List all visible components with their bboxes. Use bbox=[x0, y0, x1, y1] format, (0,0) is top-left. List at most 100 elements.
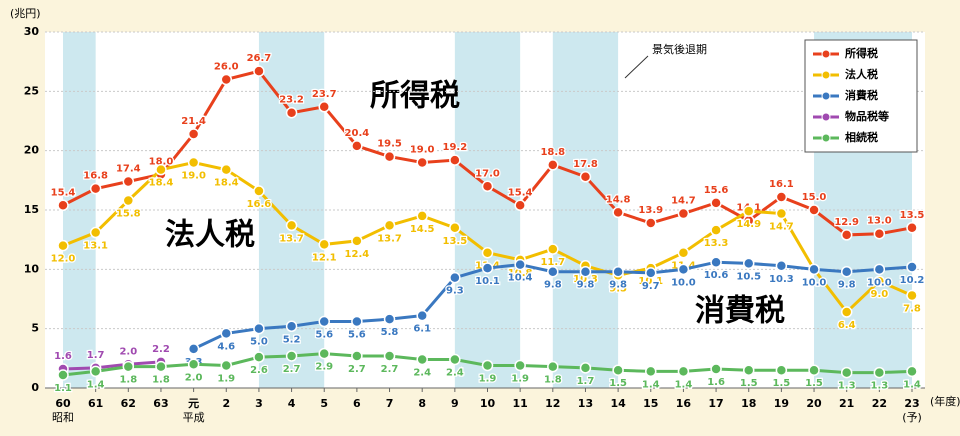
data-point bbox=[481, 246, 494, 259]
y-tick-label: 15 bbox=[24, 203, 39, 216]
data-point bbox=[318, 315, 330, 328]
legend-marker bbox=[821, 133, 831, 143]
data-point bbox=[449, 353, 461, 366]
data-point bbox=[906, 222, 918, 234]
data-point bbox=[122, 175, 135, 188]
data-label: 20.4 bbox=[345, 128, 370, 139]
recession-label: 景気後退期 bbox=[652, 42, 707, 56]
data-point bbox=[840, 306, 853, 318]
data-label: 2.7 bbox=[381, 364, 399, 375]
y-tick-label: 30 bbox=[24, 25, 40, 38]
data-label: 2.0 bbox=[119, 346, 137, 357]
data-label: 19.0 bbox=[410, 145, 435, 156]
x-tick-label: 10 bbox=[480, 397, 496, 410]
data-point bbox=[220, 359, 233, 372]
x-tick-label: 60 bbox=[55, 397, 71, 410]
data-label: 1.9 bbox=[217, 373, 235, 384]
data-label: 16.1 bbox=[769, 179, 794, 190]
x-tick-label: 63 bbox=[153, 397, 168, 410]
data-label: 15.8 bbox=[116, 209, 141, 220]
data-label: 10.8 bbox=[508, 268, 533, 279]
data-point bbox=[416, 156, 428, 169]
series-line bbox=[62, 360, 162, 371]
data-label: 15.0 bbox=[802, 192, 827, 203]
x-tick-label: 20 bbox=[806, 397, 822, 410]
x-tick-label: 62 bbox=[121, 397, 136, 410]
data-label: 2.4 bbox=[446, 368, 464, 379]
data-point bbox=[187, 128, 200, 140]
data-label: 16.6 bbox=[247, 199, 272, 210]
x-tick-label: 22 bbox=[872, 397, 887, 410]
data-label: 13.0 bbox=[867, 216, 892, 227]
data-label: 6.1 bbox=[413, 324, 431, 335]
data-point bbox=[547, 360, 559, 373]
legend-marker bbox=[821, 49, 831, 59]
data-label: 1.5 bbox=[740, 378, 758, 389]
data-point bbox=[808, 364, 820, 376]
data-label: 1.4 bbox=[675, 379, 693, 390]
data-point bbox=[775, 191, 788, 203]
data-point bbox=[416, 353, 428, 366]
data-point bbox=[220, 327, 233, 340]
data-label: 15.4 bbox=[508, 187, 533, 198]
data-point bbox=[579, 362, 592, 374]
data-point bbox=[840, 366, 853, 379]
data-label: 19.2 bbox=[443, 142, 468, 153]
x-tick-label: 8 bbox=[418, 397, 426, 410]
data-point bbox=[710, 197, 722, 209]
data-point bbox=[481, 262, 494, 274]
data-point bbox=[873, 366, 886, 379]
annotation: 法人税 bbox=[165, 218, 255, 253]
y-unit: (兆円) bbox=[10, 7, 41, 20]
legend-marker bbox=[821, 91, 831, 101]
data-point bbox=[742, 257, 755, 270]
data-label: 15.4 bbox=[51, 187, 76, 198]
data-point bbox=[742, 205, 755, 217]
data-label: 13.9 bbox=[638, 205, 663, 216]
data-label: 12.9 bbox=[834, 217, 859, 228]
data-point bbox=[318, 347, 330, 360]
x-tick-label: 16 bbox=[676, 397, 692, 410]
x-tick-label: 11 bbox=[512, 397, 527, 410]
data-label: 1.7 bbox=[577, 376, 595, 387]
data-label: 1.5 bbox=[773, 378, 791, 389]
data-point bbox=[873, 227, 886, 240]
data-label: 9.3 bbox=[446, 286, 464, 297]
data-point bbox=[416, 210, 428, 222]
y-tick-label: 20 bbox=[24, 144, 40, 157]
data-point bbox=[906, 365, 918, 378]
data-point bbox=[579, 265, 592, 278]
data-point bbox=[449, 222, 461, 234]
data-label: 10.1 bbox=[638, 276, 663, 287]
data-label: 23.7 bbox=[312, 89, 337, 100]
data-point bbox=[481, 359, 494, 372]
data-label: 19.5 bbox=[377, 139, 402, 150]
data-label: 14.7 bbox=[671, 196, 696, 207]
x-tick-label: 18 bbox=[741, 397, 756, 410]
data-point bbox=[742, 364, 755, 376]
data-point bbox=[808, 204, 820, 216]
data-point bbox=[710, 363, 722, 375]
data-point bbox=[547, 159, 559, 171]
data-point bbox=[873, 275, 886, 287]
data-label: 14.7 bbox=[769, 222, 794, 233]
legend-label: 所得税 bbox=[845, 46, 878, 60]
data-point bbox=[155, 163, 167, 176]
data-point bbox=[514, 258, 526, 271]
data-point bbox=[645, 365, 657, 378]
data-label: 4.6 bbox=[217, 341, 235, 352]
data-label: 23.2 bbox=[279, 95, 304, 106]
data-label: 10.3 bbox=[769, 274, 794, 285]
data-label: 1.8 bbox=[152, 375, 170, 386]
x-tick-label: 4 bbox=[288, 397, 296, 410]
x-tick-label: 9 bbox=[451, 397, 459, 410]
legend-marker bbox=[821, 70, 831, 80]
data-label: 1.4 bbox=[87, 379, 105, 390]
data-point bbox=[873, 263, 886, 276]
data-label: 10.2 bbox=[900, 275, 925, 286]
data-label: 2.4 bbox=[413, 368, 431, 379]
data-label: 21.4 bbox=[181, 116, 206, 127]
data-point bbox=[155, 360, 167, 373]
data-label: 10.5 bbox=[736, 271, 761, 282]
data-point bbox=[285, 106, 298, 119]
